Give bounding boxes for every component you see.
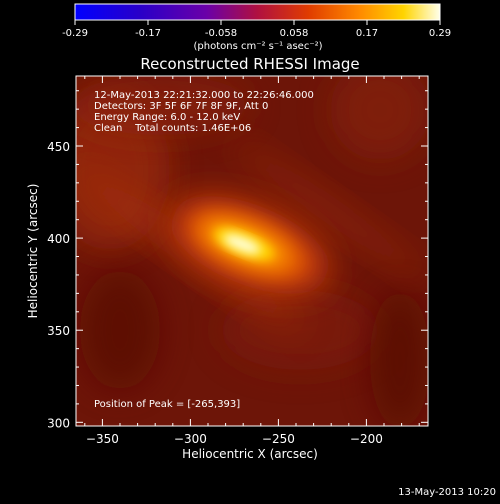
heatmap-blob	[76, 76, 250, 135]
info-line: Energy Range: 6.0 - 12.0 keV	[94, 112, 240, 123]
peak-position-text: Position of Peak = [-265,393]	[94, 399, 240, 410]
info-line: 12-May-2013 22:21:32.000 to 22:26:46.000	[94, 90, 314, 101]
colorbar-tick-label: 0.058	[280, 28, 309, 39]
x-tick-label: −350	[86, 432, 119, 446]
y-tick-label: 450	[47, 140, 70, 154]
x-tick-label: −300	[174, 432, 207, 446]
info-block: 12-May-2013 22:21:32.000 to 22:26:46.000…	[94, 90, 314, 134]
heatmap-blob	[330, 76, 428, 160]
info-line: Detectors: 3F 5F 6F 7F 8F 9F, Att 0	[94, 101, 268, 112]
colorbar-tick-label: -0.29	[62, 28, 88, 39]
chart-title: Reconstructed RHESSI Image	[140, 55, 359, 73]
colorbar-tick-label: 0.17	[356, 28, 378, 39]
colorbar-gradient	[74, 3, 441, 21]
heatmap-blob	[370, 290, 428, 426]
info-line: Clean Total counts: 1.46E+06	[94, 123, 251, 134]
axis-ticks: −350 −300 −250 −200 300 350 400 450	[47, 76, 428, 446]
heatmap-image	[76, 76, 428, 426]
y-axis-label: Heliocentric Y (arcsec)	[26, 184, 40, 319]
colorbar-tick-label: -0.058	[205, 28, 237, 39]
colorbar-tick-label: -0.17	[135, 28, 161, 39]
heatmap-streak	[231, 140, 428, 280]
heatmap-blob	[80, 270, 160, 390]
x-tick-label: −250	[262, 432, 295, 446]
y-tick-label: 400	[47, 232, 70, 246]
y-tick-label: 350	[47, 324, 70, 338]
colorbar-ticks: -0.29 -0.17 -0.058 0.058 0.17 0.29	[62, 20, 451, 39]
y-tick-label: 300	[47, 416, 70, 430]
x-tick-label: −200	[350, 432, 383, 446]
colorbar-unit-label: (photons cm⁻² s⁻¹ asec⁻²)	[193, 41, 322, 52]
heatmap-peak	[223, 234, 261, 254]
colorbar: -0.29 -0.17 -0.058 0.058 0.17 0.29 (photons c…	[62, 3, 451, 52]
timestamp: 13-May-2013 10:20	[398, 487, 496, 498]
x-axis-label: Heliocentric X (arcsec)	[182, 447, 318, 461]
colorbar-tick-label: 0.29	[429, 28, 451, 39]
plot-frame	[75, 75, 429, 427]
